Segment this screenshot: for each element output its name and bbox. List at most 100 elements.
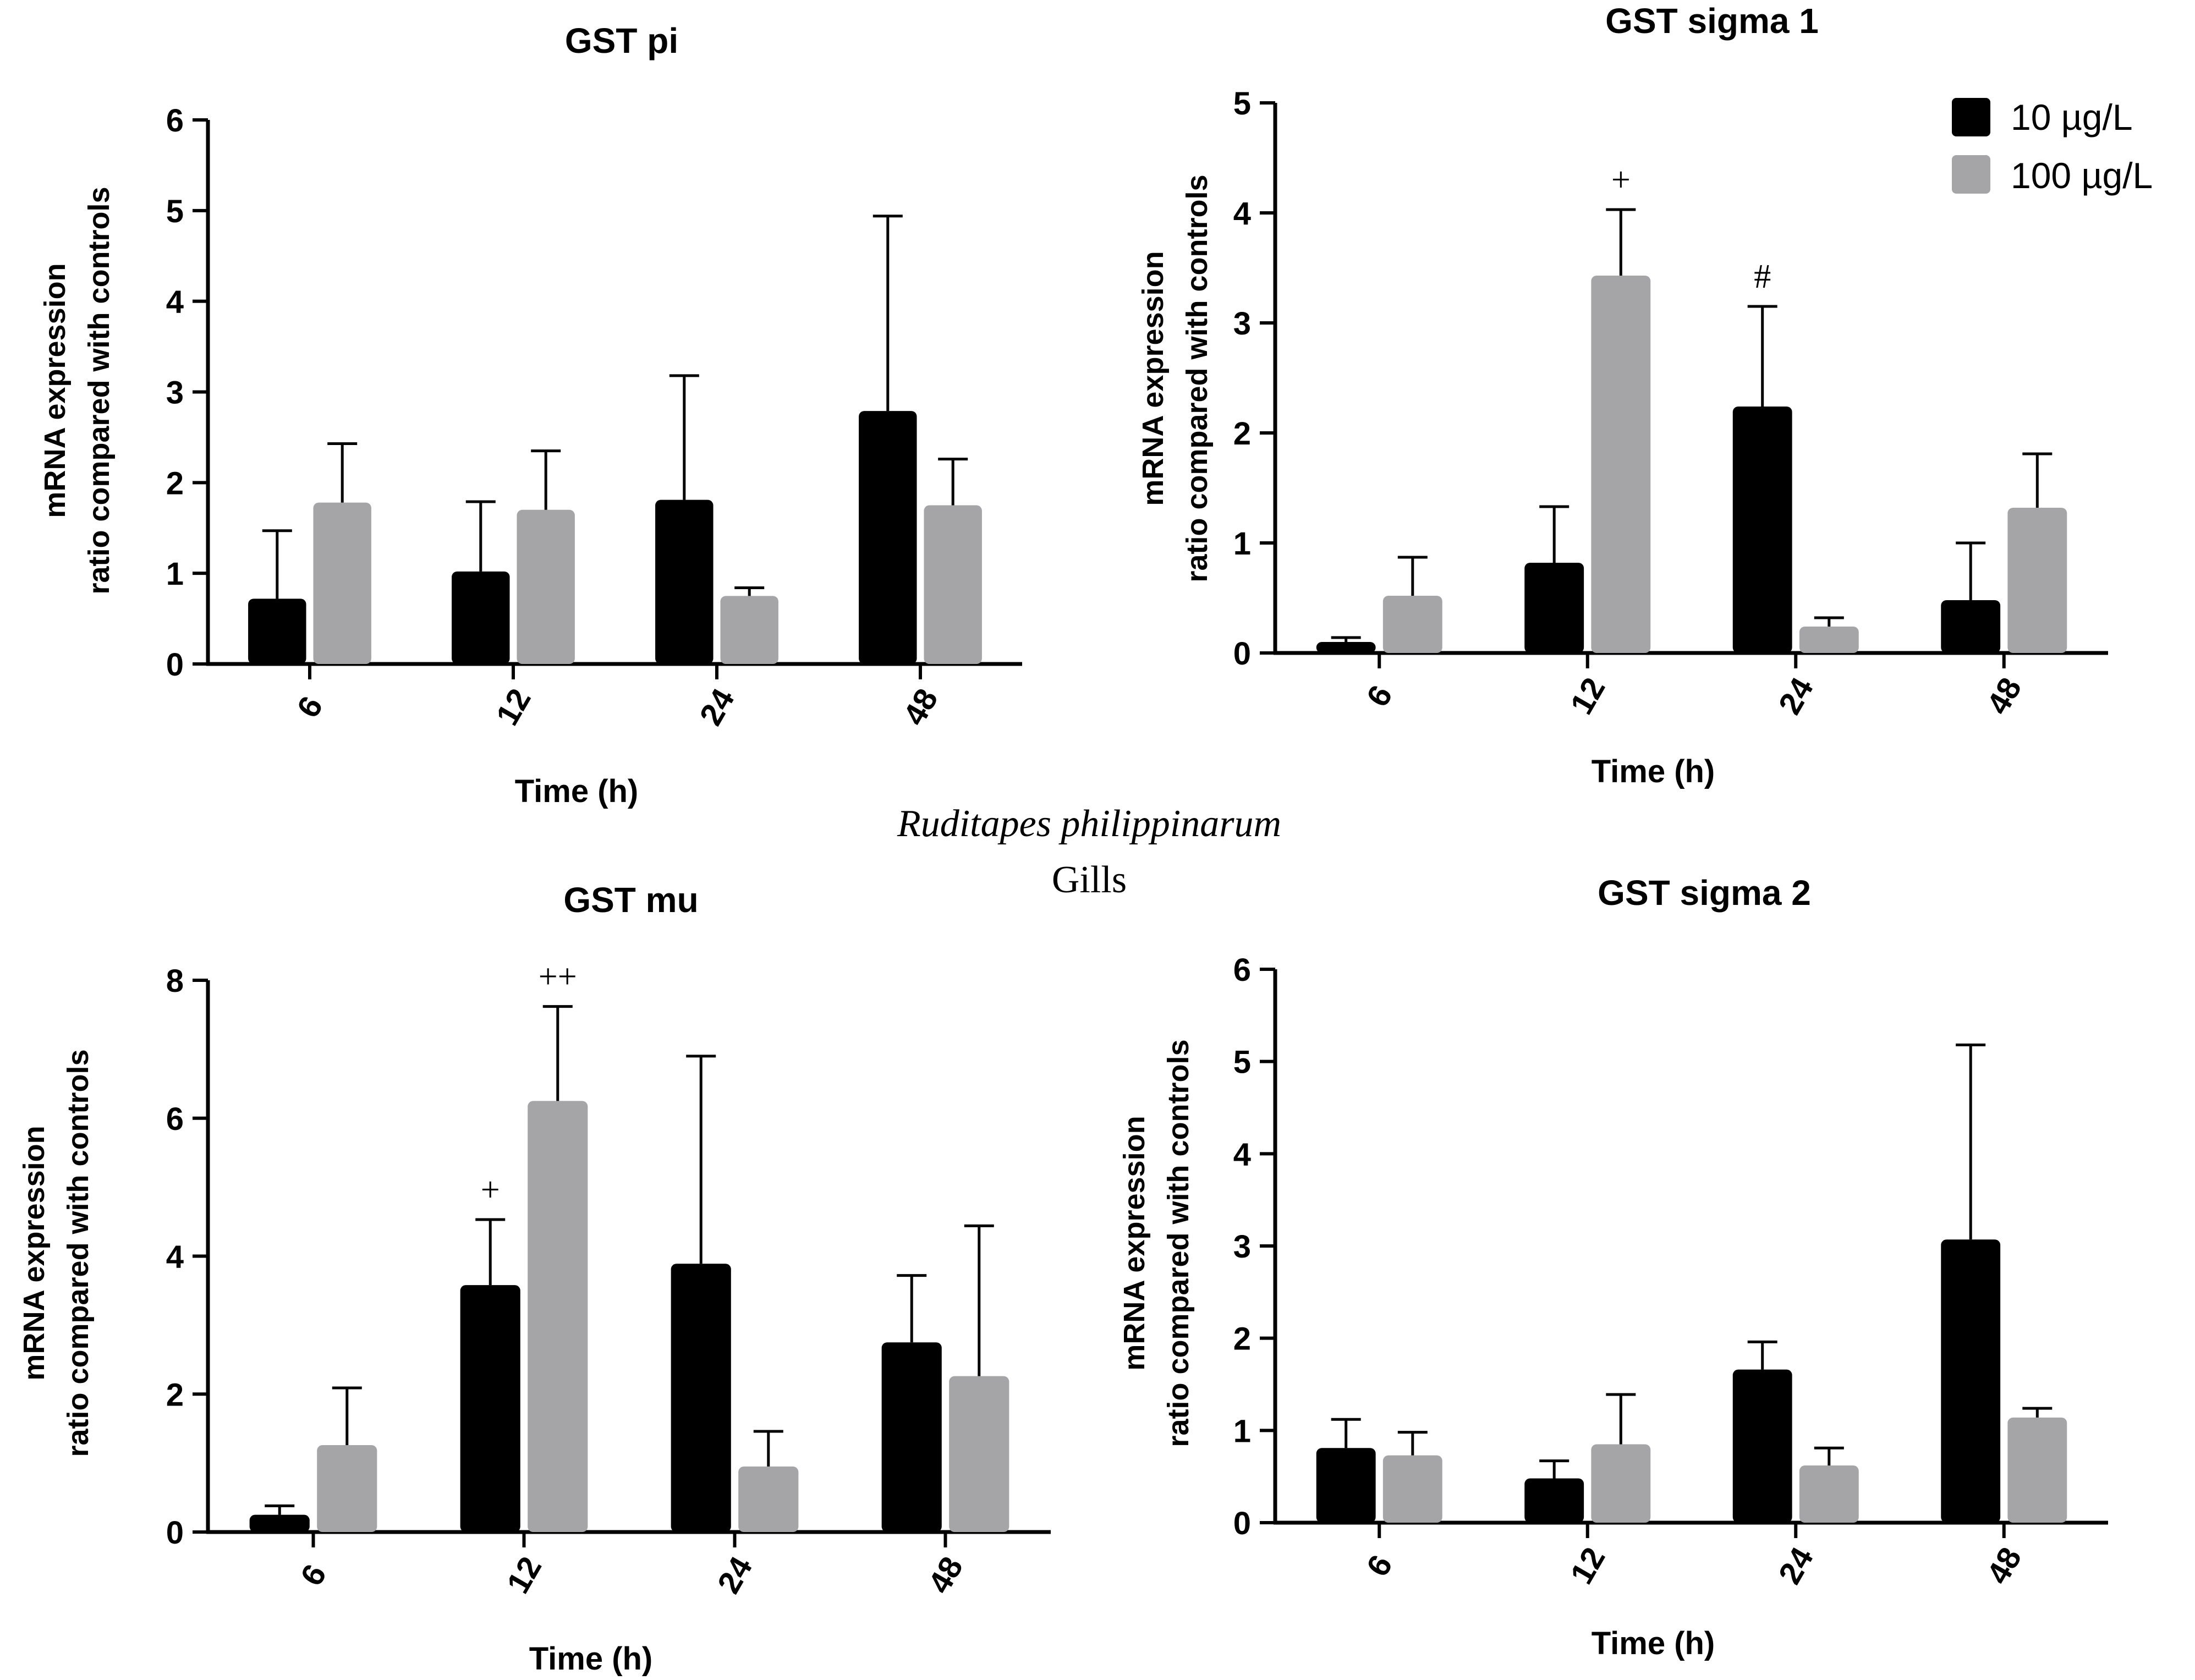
bar xyxy=(949,1376,1009,1532)
y-tick-label: 0 xyxy=(1233,636,1251,672)
y-axis-label: mRNA expression xyxy=(18,1126,51,1380)
bar xyxy=(517,510,574,664)
x-tick-label: 48 xyxy=(1980,672,2029,720)
y-tick-label: 8 xyxy=(166,963,184,999)
y-tick-label: 1 xyxy=(166,556,184,592)
bar xyxy=(248,599,306,664)
y-tick-label: 2 xyxy=(166,1377,184,1413)
bar xyxy=(2007,1418,2067,1523)
bar xyxy=(1316,642,1376,653)
bar xyxy=(720,596,778,664)
bar xyxy=(655,500,713,664)
tissue-label: Gills xyxy=(1052,859,1127,901)
bar xyxy=(528,1101,588,1532)
y-tick-label: 0 xyxy=(166,647,184,683)
x-axis-label: Time (h) xyxy=(1592,754,1715,789)
bar xyxy=(1733,407,1792,653)
y-tick-label: 2 xyxy=(166,465,184,501)
y-axis-label: ratio compared with controls xyxy=(1162,1039,1195,1447)
y-tick-label: 0 xyxy=(166,1515,184,1551)
bar xyxy=(2007,508,2067,653)
y-tick-label: 3 xyxy=(1233,1229,1251,1265)
y-tick-label: 5 xyxy=(166,194,184,229)
bar xyxy=(1733,1370,1792,1523)
y-tick-label: 4 xyxy=(166,284,184,320)
species-label: Ruditapes philippinarum xyxy=(897,803,1281,845)
bar xyxy=(1799,1465,1859,1523)
x-axis-label: Time (h) xyxy=(1592,1626,1715,1661)
y-tick-label: 1 xyxy=(1233,1413,1251,1449)
bar xyxy=(1941,600,2000,653)
bar xyxy=(924,506,981,664)
y-tick-label: 3 xyxy=(1233,306,1251,342)
legend: 10 µg/L 100 µg/L xyxy=(1952,97,2153,196)
legend-swatch-10 xyxy=(1952,98,1990,136)
x-tick-label: 6 xyxy=(290,690,330,723)
x-tick-label: 24 xyxy=(1771,1541,1820,1590)
x-tick-label: 6 xyxy=(1359,1549,1399,1582)
y-tick-label: 5 xyxy=(1233,1045,1251,1080)
bar xyxy=(1383,596,1442,653)
bar xyxy=(1941,1239,2000,1523)
chart-title: GST sigma 1 xyxy=(1605,1,1819,41)
y-tick-label: 4 xyxy=(166,1239,184,1275)
x-tick-label: 24 xyxy=(711,1551,760,1599)
y-axis-label: mRNA expression xyxy=(1137,251,1170,506)
bar xyxy=(1591,1444,1650,1523)
chart-title: GST sigma 2 xyxy=(1598,873,1811,913)
significance-marker: + xyxy=(481,1171,500,1209)
bar xyxy=(313,503,371,664)
bar xyxy=(738,1467,798,1532)
x-tick-label: 48 xyxy=(921,1551,970,1599)
legend-swatch-100 xyxy=(1952,155,1990,194)
x-tick-label: 12 xyxy=(489,683,538,731)
x-axis-label: Time (h) xyxy=(515,773,639,809)
x-tick-label: 6 xyxy=(294,1558,333,1591)
x-tick-label: 12 xyxy=(1563,672,1612,720)
x-tick-label: 12 xyxy=(500,1551,549,1599)
y-tick-label: 4 xyxy=(1233,196,1251,232)
significance-marker: ++ xyxy=(539,958,577,996)
bar xyxy=(1316,1448,1376,1523)
bar xyxy=(452,572,509,664)
chart-gst-sigma-2: GST sigma 2 mRNA expression ratio compared… xyxy=(1118,873,2108,1661)
y-tick-label: 1 xyxy=(1233,526,1251,562)
x-axis-label: Time (h) xyxy=(529,1641,653,1677)
chart-title: GST mu xyxy=(563,880,698,920)
y-tick-label: 6 xyxy=(166,1101,184,1137)
bar xyxy=(1799,627,1859,653)
x-tick-label: 48 xyxy=(896,683,945,731)
legend-label-100: 100 µg/L xyxy=(2011,155,2153,196)
y-tick-label: 0 xyxy=(1233,1506,1251,1541)
x-tick-label: 24 xyxy=(693,683,742,731)
bar xyxy=(671,1264,731,1532)
bar xyxy=(1383,1456,1442,1523)
y-axis-label: mRNA expression xyxy=(1118,1116,1151,1370)
y-tick-label: 4 xyxy=(1233,1137,1251,1172)
chart-gst-pi: GST pi mRNA expression ratio compared with… xyxy=(39,21,1022,809)
chart-title: GST pi xyxy=(565,21,678,61)
y-tick-label: 6 xyxy=(1233,952,1251,988)
bar xyxy=(317,1445,377,1532)
bar xyxy=(1524,563,1584,653)
y-tick-label: 6 xyxy=(166,103,184,139)
figure: Ruditapes philippinarum Gills 10 µg/L 10… xyxy=(0,0,2195,1680)
significance-marker: + xyxy=(1611,161,1631,199)
bar xyxy=(882,1342,942,1532)
bar xyxy=(859,411,917,664)
y-axis-label: mRNA expression xyxy=(39,263,72,518)
y-tick-label: 2 xyxy=(1233,1321,1251,1357)
legend-label-10: 10 µg/L xyxy=(2011,97,2133,138)
bar xyxy=(250,1515,310,1532)
bar xyxy=(1524,1479,1584,1523)
x-tick-label: 12 xyxy=(1563,1541,1612,1590)
y-axis-label: ratio compared with controls xyxy=(83,186,116,594)
x-tick-label: 6 xyxy=(1359,679,1399,712)
chart-gst-mu: GST mu mRNA expression ratio compared with… xyxy=(18,880,1051,1677)
bar xyxy=(460,1285,520,1532)
y-tick-label: 5 xyxy=(1233,86,1251,122)
y-axis-label: ratio compared with controls xyxy=(1181,174,1214,582)
bar xyxy=(1591,276,1650,653)
x-tick-label: 48 xyxy=(1980,1541,2029,1590)
x-tick-label: 24 xyxy=(1771,672,1820,720)
